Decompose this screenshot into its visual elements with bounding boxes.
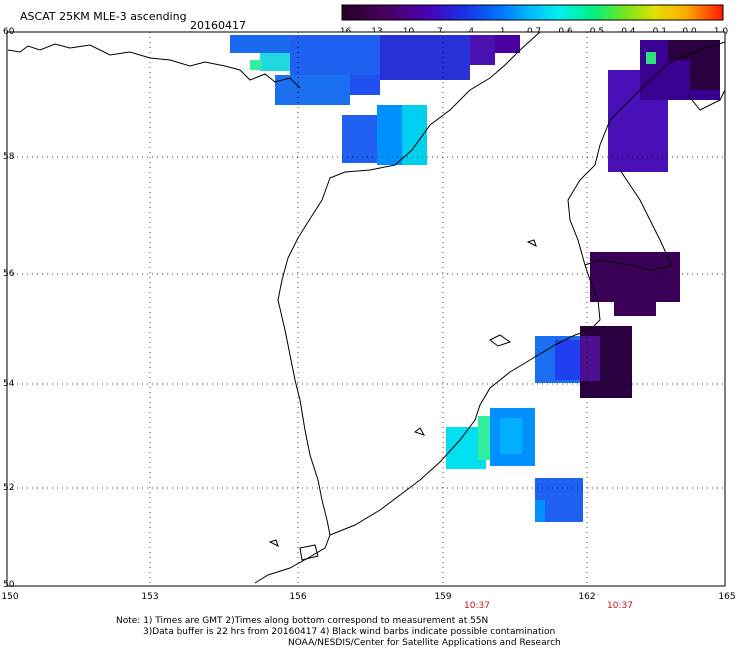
swath-cell (535, 500, 545, 522)
lat-label-60: 60 (3, 27, 15, 37)
lon-label-162: 162 (578, 592, 596, 602)
lon-label-165: 165 (718, 592, 736, 602)
swath-cell (500, 418, 522, 454)
swath-cell (668, 40, 720, 60)
swath-cell (580, 336, 600, 381)
lat-label-58: 58 (3, 152, 15, 162)
pass-time-1: 10:37 (464, 601, 490, 611)
pass-time-2: 10:37 (607, 601, 633, 611)
swath-cell (342, 115, 377, 163)
swath-cell (250, 60, 262, 70)
swath-cell (380, 35, 470, 80)
lon-label-150: 150 (1, 592, 19, 602)
swath-cell (350, 75, 380, 95)
lat-label-50: 50 (3, 580, 15, 590)
swath-cell (377, 105, 402, 165)
swath-cell (646, 52, 656, 64)
note-line-3: NOAA/NESDIS/Center for Satellite Applica… (288, 638, 561, 648)
lat-label-52: 52 (3, 483, 15, 493)
swath-cell (290, 35, 380, 75)
swath-cell (470, 35, 495, 65)
map-title: ASCAT 25KM MLE-3 ascending (20, 10, 187, 23)
swath-cell (275, 75, 350, 105)
colorbar (341, 4, 724, 21)
map-date: 20160417 (190, 19, 246, 32)
lat-label-54: 54 (3, 379, 15, 389)
swath-cell (690, 60, 720, 90)
coastline (7, 31, 726, 584)
swath-cell (590, 252, 680, 302)
lon-label-156: 156 (289, 592, 307, 602)
lon-label-153: 153 (141, 592, 159, 602)
swath-cell (230, 35, 290, 53)
wind-swaths (230, 35, 720, 522)
swath-cell (495, 35, 520, 53)
lat-label-56: 56 (3, 269, 15, 279)
swath-cell (260, 53, 290, 71)
note-line-2: 3)Data buffer is 22 hrs from 20160417 4)… (143, 627, 556, 637)
lon-label-159: 159 (434, 592, 452, 602)
note-line-1: Note: 1) Times are GMT 2)Times along bot… (116, 616, 489, 626)
swath-cell (614, 302, 656, 316)
